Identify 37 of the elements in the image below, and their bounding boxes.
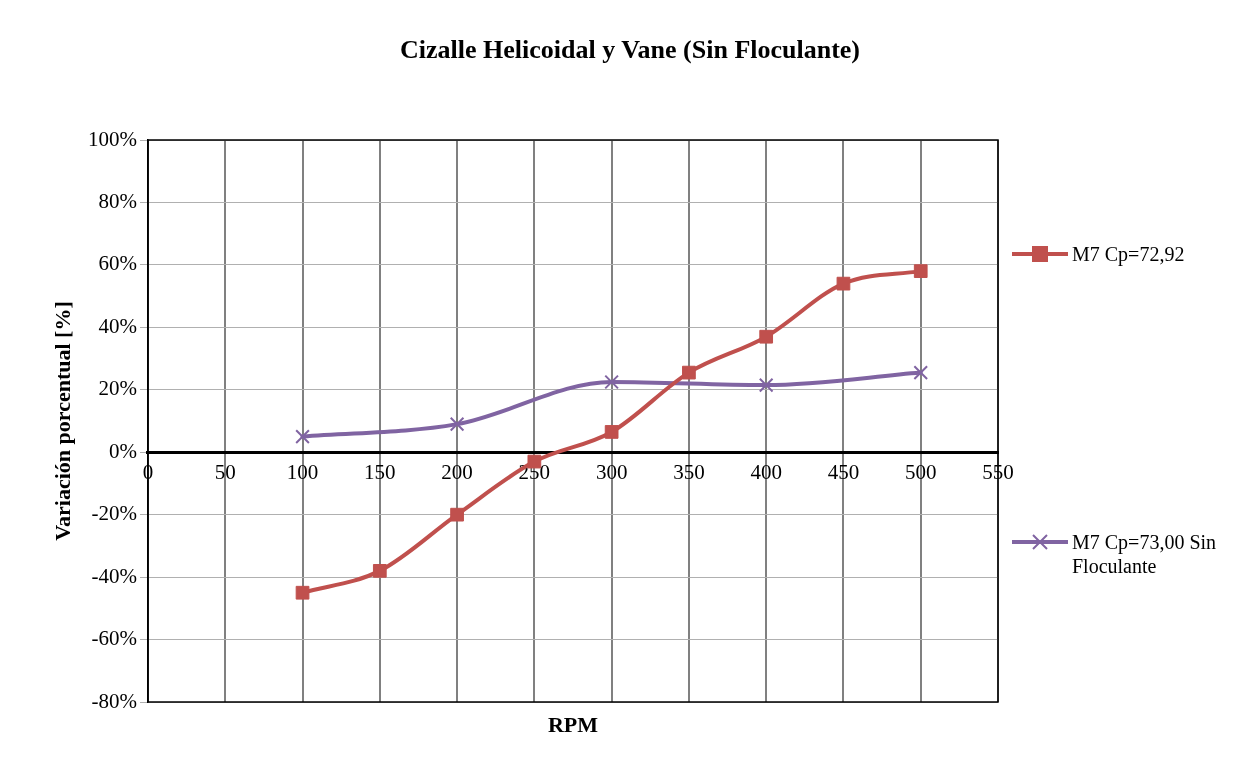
- y-axis-title: Variación porcentual [%]: [50, 301, 75, 541]
- y-tick-label: -20%: [91, 501, 137, 526]
- point: [604, 425, 619, 439]
- point: [836, 276, 851, 291]
- x-tick-label: 100: [286, 460, 319, 485]
- point: [758, 377, 774, 393]
- point: [604, 374, 619, 390]
- point: [913, 365, 929, 380]
- x-tick-label: 200: [441, 460, 473, 485]
- point: [759, 329, 774, 344]
- legend-label: M7 Cp=73,00 Sin Floculante: [1072, 530, 1218, 578]
- legend-label: M7 Cp=72,92: [1072, 242, 1186, 266]
- point: [682, 365, 696, 380]
- y-tick-label: -40%: [91, 563, 137, 588]
- point: [449, 416, 465, 432]
- x-tick-label: 400: [750, 460, 782, 485]
- y-tick-label: 20%: [98, 376, 137, 401]
- y-tick-label: 0%: [108, 438, 137, 463]
- y-tick-label: -80%: [91, 688, 137, 713]
- x-tick-label: 350: [673, 460, 705, 485]
- y-tick-label: 60%: [98, 251, 137, 276]
- x-tick-label: 450: [827, 460, 860, 485]
- point: [295, 429, 310, 444]
- point: [295, 585, 310, 600]
- x-tick-label: 50: [214, 460, 236, 485]
- x-axis-title: RPM: [547, 712, 599, 737]
- x-tick-label: 300: [595, 460, 628, 485]
- point: [913, 264, 928, 278]
- chart-title: Cizalle Helicoidal y Vane (Sin Floculante): [399, 35, 861, 64]
- point: [450, 507, 464, 522]
- point: [372, 564, 387, 578]
- y-tick-label: 40%: [98, 313, 137, 338]
- x-tick-label: 150: [364, 460, 396, 485]
- y-tick-label: 100%: [87, 126, 137, 151]
- y-tick-label: 80%: [98, 188, 137, 213]
- y-tick-label: -60%: [91, 626, 137, 651]
- x-tick-label: 500: [904, 460, 937, 485]
